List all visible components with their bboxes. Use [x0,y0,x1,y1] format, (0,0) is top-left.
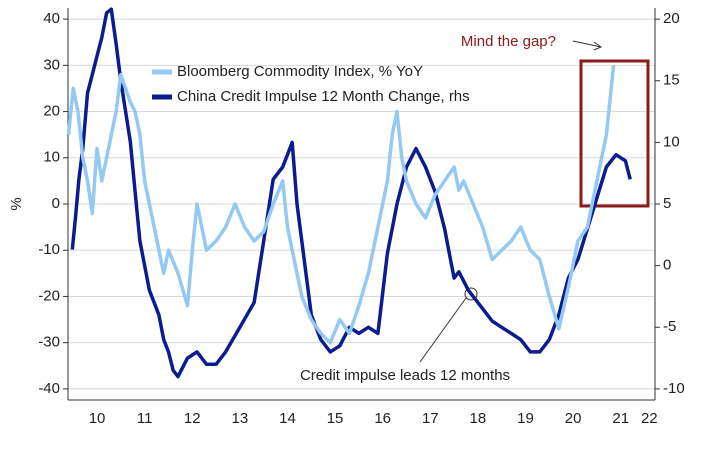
y-tick-label: -10 [38,241,60,258]
callout-circle [464,287,478,301]
y2-tick-label: 0 [663,257,671,274]
arrow [572,40,603,51]
y-tick-label: 40 [43,10,60,27]
highlight-box [579,59,650,208]
y2-tick-label: 10 [663,133,680,150]
x-tick-label: 15 [327,410,344,427]
series-line [66,65,616,345]
legend-label: China Credit Impulse 12 Month Change, rh… [177,88,470,105]
y2-tick-label: 5 [663,195,671,212]
x-tick-label: 14 [279,410,296,427]
x-tick-label: 13 [232,410,249,427]
y2-tick-label: -10 [663,380,685,397]
x-tick-label: 19 [517,410,534,427]
y-tick-label: -30 [38,334,60,351]
x-tick-label: 12 [184,410,201,427]
annotation: Mind the gap? [461,33,556,50]
x-tick-label: 17 [422,410,439,427]
y-axis-label: % [8,197,25,210]
y-tick-label: 30 [43,56,60,73]
y-tick-label: -20 [38,287,60,304]
y-tick-label: 0 [52,195,60,212]
y-tick-label: 10 [43,149,60,166]
legend-label: Bloomberg Commodity Index, % YoY [177,63,423,80]
y2-tick-label: 15 [663,72,680,89]
x-tick-label: 11 [137,410,153,427]
y2-tick-label: -5 [663,318,676,335]
x-tick-label: 20 [565,410,582,427]
x-tick-label: 22 [641,410,658,427]
x-tick-label: 21 [612,410,629,427]
annotation: Credit impulse leads 12 months [300,367,510,384]
x-tick-label: 18 [470,410,487,427]
y2-tick-label: 20 [663,10,680,27]
y-tick-label: 20 [43,103,60,120]
x-tick-label: 16 [374,410,391,427]
x-tick-label: 10 [89,410,106,427]
callout-line [419,297,467,363]
y-tick-label: -40 [38,380,60,397]
